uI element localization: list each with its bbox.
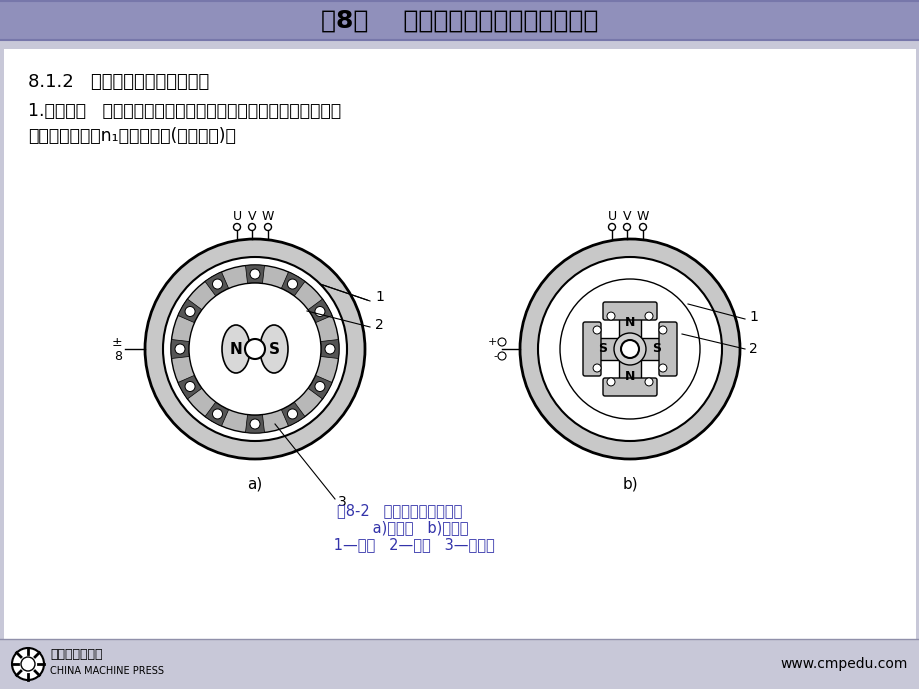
Circle shape	[644, 312, 652, 320]
Text: N: N	[230, 342, 242, 356]
Text: 8: 8	[114, 349, 122, 362]
Circle shape	[287, 279, 297, 289]
Text: U: U	[607, 209, 616, 223]
Wedge shape	[308, 376, 332, 399]
Bar	[0, 639, 919, 689]
Text: b): b)	[621, 477, 637, 491]
Wedge shape	[205, 402, 229, 426]
Text: 产生旋转速度为n₁的旋转磁场(辅助磁场)。: 产生旋转速度为n₁的旋转磁场(辅助磁场)。	[28, 127, 235, 145]
Circle shape	[620, 340, 639, 358]
Bar	[618, 355, 641, 383]
Text: www.cmpedu.com: www.cmpedu.com	[780, 657, 907, 671]
Text: 第8章    三相同步电机及其他电机简介: 第8章 三相同步电机及其他电机简介	[321, 9, 598, 33]
Circle shape	[12, 648, 44, 680]
Wedge shape	[205, 272, 229, 296]
Circle shape	[175, 344, 185, 354]
Circle shape	[188, 283, 321, 415]
FancyBboxPatch shape	[583, 322, 600, 376]
Text: S: S	[268, 342, 279, 356]
Ellipse shape	[260, 325, 288, 373]
Circle shape	[250, 419, 260, 429]
Text: W: W	[262, 209, 274, 223]
Circle shape	[593, 364, 600, 372]
Circle shape	[607, 378, 614, 386]
Ellipse shape	[221, 325, 250, 373]
Text: N: N	[624, 316, 634, 329]
Wedge shape	[177, 376, 202, 399]
Bar	[596, 338, 623, 360]
Circle shape	[244, 339, 265, 359]
Circle shape	[324, 344, 335, 354]
Text: 2: 2	[375, 318, 383, 332]
Circle shape	[538, 257, 721, 441]
Text: -: -	[493, 351, 496, 361]
Circle shape	[644, 378, 652, 386]
Circle shape	[250, 269, 260, 279]
Circle shape	[560, 279, 699, 419]
Text: U: U	[233, 209, 242, 223]
Circle shape	[212, 409, 222, 419]
Text: ±: ±	[111, 336, 122, 349]
Wedge shape	[308, 299, 332, 322]
Circle shape	[314, 382, 324, 391]
Circle shape	[607, 312, 614, 320]
Wedge shape	[281, 402, 304, 426]
Text: +: +	[487, 337, 496, 347]
Text: 2: 2	[748, 342, 757, 356]
Text: S: S	[652, 342, 661, 356]
Text: N: N	[624, 369, 634, 382]
Text: 1—定子   2—转子   3—集电环: 1—定子 2—转子 3—集电环	[305, 537, 494, 553]
Circle shape	[185, 382, 195, 391]
Text: 1: 1	[748, 310, 757, 324]
Wedge shape	[281, 272, 304, 296]
FancyBboxPatch shape	[602, 302, 656, 320]
Text: S: S	[598, 342, 607, 356]
Circle shape	[145, 239, 365, 459]
FancyBboxPatch shape	[602, 378, 656, 396]
Bar	[618, 315, 641, 343]
Circle shape	[613, 333, 645, 365]
Wedge shape	[171, 340, 189, 358]
Circle shape	[658, 364, 666, 372]
Text: V: V	[247, 209, 256, 223]
Circle shape	[314, 307, 324, 316]
Circle shape	[519, 239, 739, 459]
Circle shape	[658, 326, 666, 334]
Bar	[0, 0, 919, 41]
Text: 1: 1	[375, 290, 383, 304]
Circle shape	[212, 279, 222, 289]
Wedge shape	[320, 340, 338, 358]
Circle shape	[171, 265, 338, 433]
Text: a)凸极式   b)隐极式: a)凸极式 b)隐极式	[331, 520, 469, 535]
Bar	[635, 338, 664, 360]
Circle shape	[163, 257, 346, 441]
Text: 3: 3	[337, 495, 346, 509]
Wedge shape	[245, 415, 265, 433]
Circle shape	[287, 409, 297, 419]
Text: 图8-2   旋转磁极式同步电机: 图8-2 旋转磁极式同步电机	[337, 504, 462, 519]
Text: CHINA MACHINE PRESS: CHINA MACHINE PRESS	[50, 666, 164, 676]
Wedge shape	[177, 299, 202, 322]
Text: W: W	[636, 209, 649, 223]
Text: 8.1.2   三相同步电机的工作原理: 8.1.2 三相同步电机的工作原理	[28, 73, 209, 91]
Text: 1.电动原理   如果三相交流电源加在三相同步电机定子绕组时，就: 1.电动原理 如果三相交流电源加在三相同步电机定子绕组时，就	[28, 102, 341, 120]
Text: 机械工业出版社: 机械工业出版社	[50, 648, 102, 661]
Text: V: V	[622, 209, 630, 223]
Circle shape	[185, 307, 195, 316]
FancyBboxPatch shape	[658, 322, 676, 376]
Text: a): a)	[247, 477, 262, 491]
Circle shape	[593, 326, 600, 334]
Wedge shape	[245, 265, 265, 283]
